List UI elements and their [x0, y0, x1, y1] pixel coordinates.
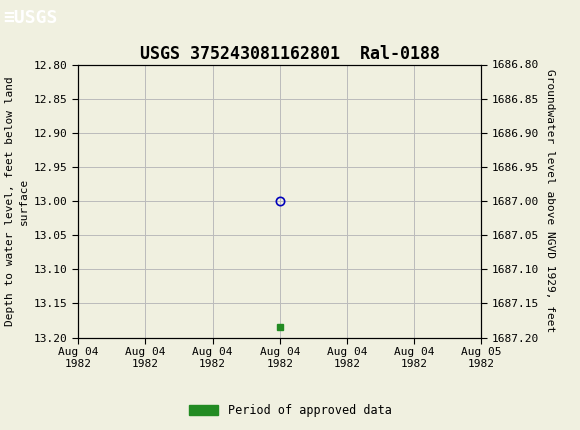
Y-axis label: Groundwater level above NGVD 1929, feet: Groundwater level above NGVD 1929, feet	[545, 69, 554, 333]
Text: ≡USGS: ≡USGS	[3, 9, 57, 27]
Legend: Period of approved data: Period of approved data	[184, 399, 396, 422]
Y-axis label: Depth to water level, feet below land
surface: Depth to water level, feet below land su…	[5, 76, 28, 326]
Text: USGS 375243081162801  Ral-0188: USGS 375243081162801 Ral-0188	[140, 45, 440, 63]
